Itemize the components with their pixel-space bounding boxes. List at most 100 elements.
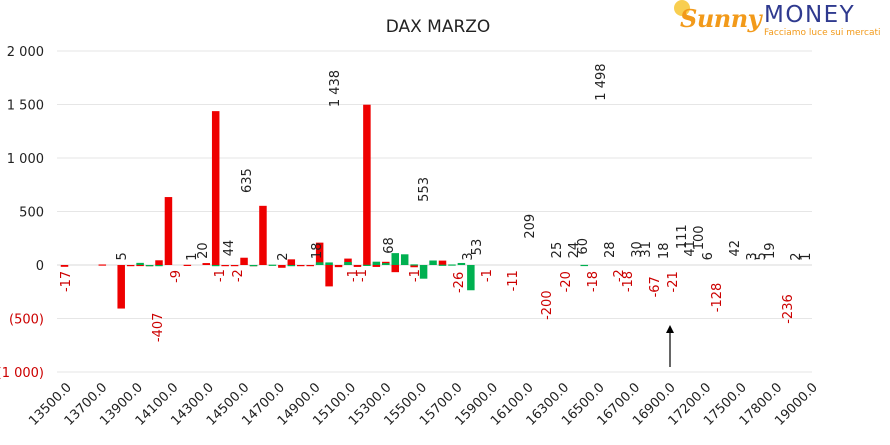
data-label: -18 <box>621 271 636 292</box>
x-axis: 13500.013700.013900.014100.014300.014500… <box>26 380 821 429</box>
sun-icon <box>674 0 690 16</box>
bar <box>438 264 447 266</box>
sunny-money-logo: Sunny MONEY Facciamo luce sui mercati <box>674 0 885 42</box>
bar <box>126 265 135 267</box>
y-tick-label: 0 <box>36 259 44 274</box>
data-label: -1 <box>480 269 495 282</box>
data-label: 111 <box>675 224 690 249</box>
data-label: 3 <box>745 252 760 260</box>
data-label: -20 <box>559 271 574 292</box>
bar <box>155 265 163 267</box>
bar <box>249 265 258 267</box>
data-label: -2 <box>231 269 246 282</box>
data-label: -21 <box>666 271 681 292</box>
data-label: 31 <box>639 241 654 258</box>
bar <box>183 264 192 266</box>
data-label: 1 <box>799 253 814 261</box>
bar <box>136 262 144 265</box>
data-label: 68 <box>382 237 397 254</box>
bar <box>60 265 69 267</box>
data-label: 209 <box>523 214 538 239</box>
bar <box>211 111 220 265</box>
data-label: -17 <box>59 271 74 292</box>
data-label: 44 <box>222 240 237 257</box>
data-label: 18 <box>657 243 672 260</box>
data-label: 19 <box>763 242 778 259</box>
bar <box>400 254 409 265</box>
logo-brand-left: Sunny <box>680 4 762 33</box>
bar <box>372 261 381 265</box>
y-axis: 2 000 1 500 1 000 500 0 (500) (1 000) <box>0 45 44 381</box>
logo-tagline: Facciamo luce sui mercati <box>764 28 881 38</box>
data-label: -1 <box>213 269 228 282</box>
arrow-head-icon <box>666 325 674 333</box>
bar <box>155 260 163 265</box>
bar <box>287 259 296 265</box>
bar <box>315 242 324 265</box>
data-label: -128 <box>710 283 725 313</box>
bar <box>438 260 447 265</box>
bar <box>315 262 324 265</box>
y-tick-label: (1 000) <box>0 366 44 381</box>
bar <box>448 264 456 266</box>
data-label: -2 <box>612 269 627 282</box>
data-label: -11 <box>506 270 521 291</box>
bar <box>429 260 437 265</box>
y-tick-label: 500 <box>19 206 44 221</box>
y-tick-label: 2 000 <box>7 45 44 60</box>
data-label: -407 <box>151 313 166 343</box>
bar <box>145 265 154 267</box>
bar <box>211 265 220 267</box>
bar <box>372 265 381 267</box>
data-label: 18 <box>310 243 325 260</box>
bars <box>60 104 588 309</box>
bar <box>278 265 286 268</box>
data-label: -9 <box>169 270 184 283</box>
bar <box>334 265 343 268</box>
bar <box>467 265 475 291</box>
bar <box>457 262 466 265</box>
bar <box>297 265 305 267</box>
data-label: 28 <box>603 241 618 258</box>
y-tick-label: (500) <box>9 313 44 328</box>
data-label: -200 <box>540 290 555 320</box>
data-label: -236 <box>781 294 796 324</box>
data-label: 6 <box>701 252 716 260</box>
logo-brand-right: MONEY <box>764 2 856 28</box>
data-label: 100 <box>692 225 707 250</box>
bar <box>287 265 296 267</box>
bar <box>344 262 352 265</box>
bar <box>325 262 333 265</box>
data-label: -1 <box>355 269 370 282</box>
bar <box>410 264 418 266</box>
bar <box>580 264 588 267</box>
data-label: 30 <box>630 241 645 258</box>
data-label: 3 <box>461 252 476 260</box>
chart-title: DAX MARZO <box>386 17 491 37</box>
bar <box>325 265 333 287</box>
bar <box>230 265 239 267</box>
data-label: 24 <box>567 242 582 259</box>
bar <box>136 264 144 267</box>
bar <box>353 265 362 267</box>
bar <box>382 263 390 265</box>
data-label: 53 <box>470 239 485 256</box>
data-label: 20 <box>196 242 211 259</box>
data-label: 5 <box>754 252 769 260</box>
bar <box>391 253 399 265</box>
data-label: 2 <box>276 253 291 261</box>
y-tick-label: 1 000 <box>7 152 44 167</box>
data-label: 5 <box>115 252 130 260</box>
bar <box>391 265 399 273</box>
bar <box>221 265 229 267</box>
annotation-arrow <box>666 325 674 367</box>
bar <box>268 264 277 266</box>
bar <box>410 265 418 268</box>
data-label: -1 <box>346 269 361 282</box>
data-label: 42 <box>728 240 743 257</box>
data-label: 60 <box>576 238 591 255</box>
bar <box>240 257 248 265</box>
data-label: -67 <box>648 276 663 297</box>
data-label: 635 <box>240 168 255 193</box>
